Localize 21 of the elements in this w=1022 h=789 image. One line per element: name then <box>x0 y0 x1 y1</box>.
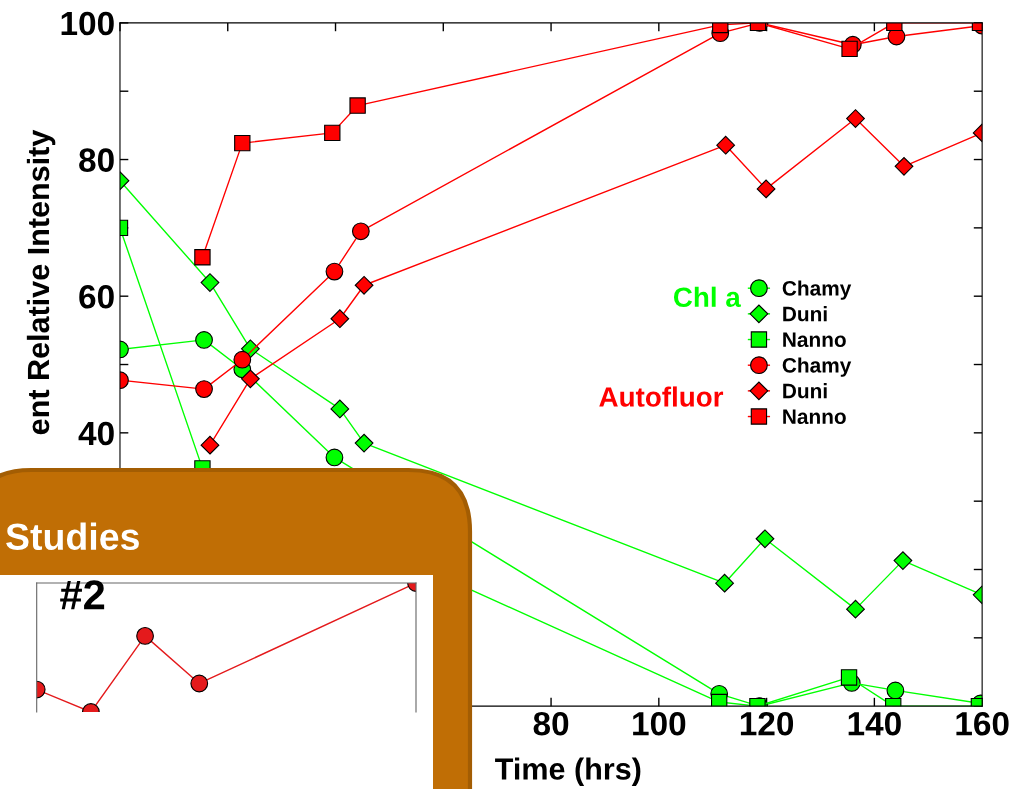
y-tick-label: 60 <box>79 284 114 309</box>
x-tick-label: 100 <box>633 711 686 736</box>
legend-label: Chamy <box>782 357 852 377</box>
legend-label: Duni <box>783 383 827 399</box>
legend-label: Nanno <box>783 409 846 425</box>
annotation: #2 <box>60 580 105 610</box>
x-axis-title: Time (hrs) <box>495 757 641 786</box>
x-tick-label: 120 <box>740 711 794 736</box>
x-tick-label: 140 <box>848 711 901 736</box>
y-axis-title: ent Relative Intensity <box>26 129 56 435</box>
x-tick-label: 80 <box>533 711 569 736</box>
annotation: Chl a <box>673 286 741 308</box>
annotation: Autofluor <box>599 386 724 407</box>
y-tick-label: 40 <box>78 421 114 446</box>
chart-title: Studies <box>6 522 139 551</box>
legend-label: Duni <box>783 306 827 322</box>
y-tick-label: 80 <box>79 148 114 172</box>
y-tick-label: 100 <box>61 11 114 36</box>
legend-label: Nanno <box>783 332 846 348</box>
legend-label: Chamy <box>782 280 852 300</box>
x-tick-label: 160 <box>956 711 1009 736</box>
